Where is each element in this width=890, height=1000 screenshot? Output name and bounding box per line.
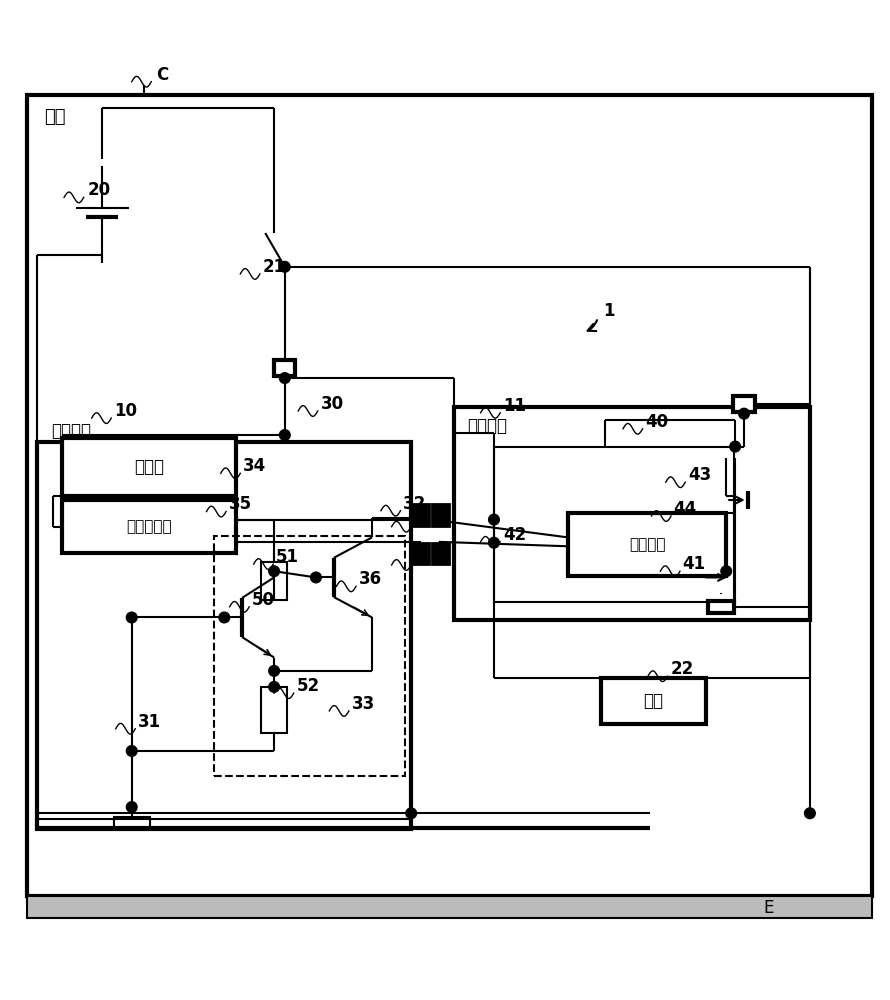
Circle shape [489,514,499,525]
Text: 1: 1 [603,302,615,320]
Circle shape [126,802,137,812]
Text: 52: 52 [296,677,320,695]
Bar [62,438,236,496]
Bar [411,504,429,526]
Text: 车辆: 车辆 [44,108,66,126]
Bar [27,896,872,918]
Bar [568,513,726,576]
Circle shape [279,373,290,383]
Circle shape [721,566,732,577]
Bar [432,504,449,526]
Text: 负载: 负载 [643,692,663,710]
Text: 42: 42 [503,526,526,544]
Bar [708,601,734,613]
Circle shape [730,441,740,452]
Text: 21: 21 [263,258,286,276]
Text: 36: 36 [359,570,382,588]
Circle shape [739,408,749,419]
Circle shape [269,682,279,692]
Text: 35: 35 [229,495,252,513]
Text: 驱动电路: 驱动电路 [628,537,666,552]
Circle shape [219,612,230,623]
Bar [37,442,411,829]
Circle shape [489,537,499,548]
Bar [494,447,734,602]
Text: 44: 44 [674,500,697,518]
Text: 11: 11 [503,397,526,415]
Text: 开关装置: 开关装置 [467,417,507,435]
Text: F: F [414,511,424,529]
Text: 34: 34 [243,457,266,475]
Text: 50: 50 [252,591,275,609]
Bar [733,396,755,412]
Bar [411,543,429,564]
Bar [454,407,810,620]
Text: 40: 40 [645,413,668,431]
Text: G: G [414,549,426,567]
Text: 32: 32 [403,495,426,513]
Text: 33: 33 [352,695,375,713]
Bar [214,536,405,776]
Text: 41: 41 [683,555,706,573]
Bar [601,678,706,724]
Circle shape [805,808,815,819]
Text: 稳压器: 稳压器 [134,458,164,476]
Circle shape [269,666,279,676]
Text: 22: 22 [670,660,693,678]
Text: 43: 43 [688,466,711,484]
Bar [432,543,449,564]
Circle shape [126,746,137,756]
Circle shape [279,430,290,440]
Circle shape [406,808,417,819]
Circle shape [269,566,279,577]
Bar [261,687,287,733]
Bar [274,360,295,376]
Bar [261,562,287,600]
Text: E: E [764,899,774,917]
Text: 51: 51 [276,548,299,566]
Circle shape [126,612,137,623]
Text: 电气设备: 电气设备 [52,422,92,440]
Text: 10: 10 [114,402,137,420]
Bar [62,500,236,553]
Text: 31: 31 [138,713,161,731]
Text: 微型计算机: 微型计算机 [126,519,172,534]
Text: C: C [156,66,168,84]
Circle shape [279,261,290,272]
Text: 30: 30 [320,395,344,413]
Text: 20: 20 [87,181,110,199]
Bar [114,817,150,828]
Circle shape [311,572,321,583]
